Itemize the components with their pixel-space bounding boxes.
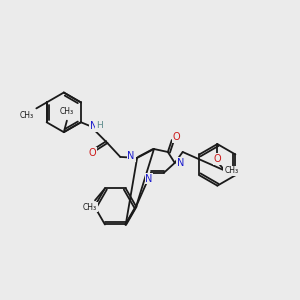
- Text: CH₃: CH₃: [224, 166, 238, 175]
- Text: CH₃: CH₃: [83, 203, 97, 212]
- Text: N: N: [128, 151, 135, 161]
- Text: N: N: [145, 174, 153, 184]
- Text: CH₃: CH₃: [19, 111, 33, 120]
- Text: O: O: [89, 148, 96, 158]
- Text: CH₃: CH₃: [60, 107, 74, 116]
- Text: N: N: [177, 158, 184, 168]
- Text: O: O: [214, 154, 221, 164]
- Text: O: O: [173, 132, 181, 142]
- Text: H: H: [96, 121, 103, 130]
- Text: N: N: [90, 121, 97, 131]
